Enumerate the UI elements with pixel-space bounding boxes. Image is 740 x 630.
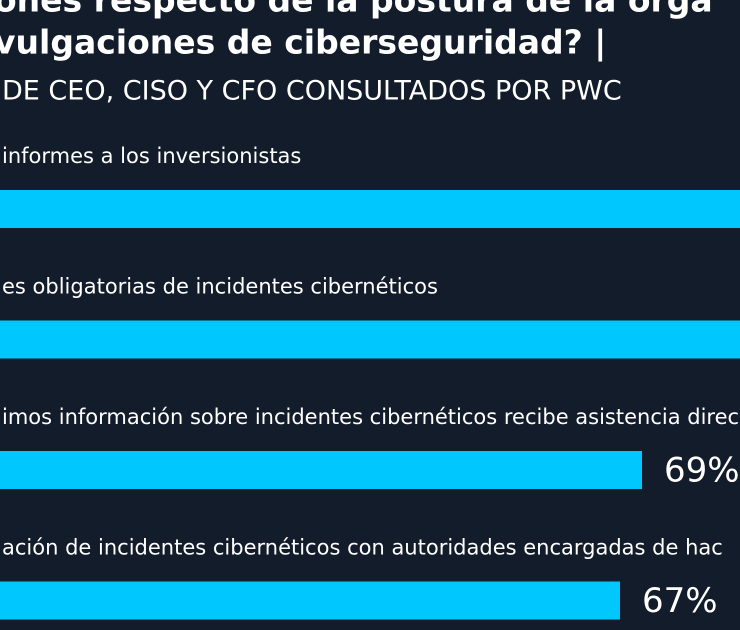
category-label: imos información sobre incidentes cibern… <box>2 405 739 429</box>
category-label: es obligatorias de incidentes cibernétic… <box>2 275 438 299</box>
chart-title-line: vulgaciones de ciberseguridad? | <box>0 23 606 62</box>
bar <box>0 320 740 359</box>
bar <box>0 581 620 620</box>
value-label: 69% <box>664 451 740 491</box>
category-label: informes a los inversionistas <box>2 144 301 168</box>
value-label: 67% <box>642 581 718 621</box>
chart-subtitle: DE CEO, CISO Y CFO CONSULTADOS POR PWC <box>2 76 622 107</box>
category-label: ación de incidentes cibernéticos con aut… <box>2 536 723 560</box>
bar <box>0 190 740 228</box>
chart-title-line: ones respecto de la postura de la orga <box>0 0 713 20</box>
bar <box>0 451 642 489</box>
